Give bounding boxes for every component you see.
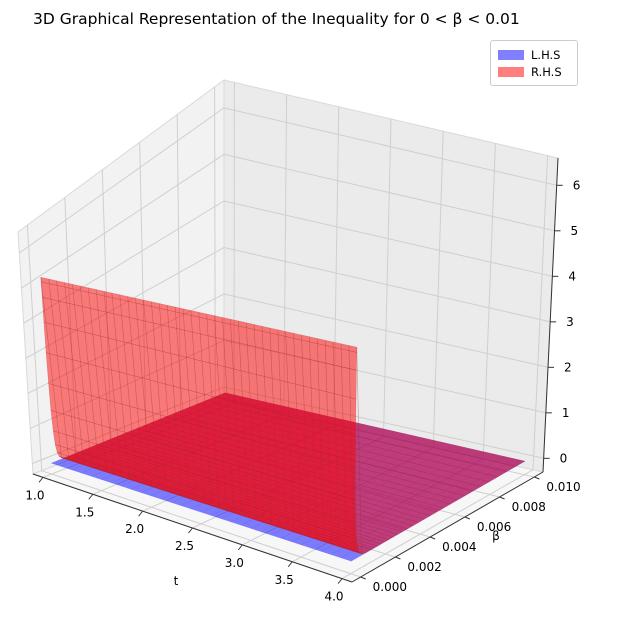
surface-rhs-mesh (103, 291, 122, 478)
x-tick (88, 493, 94, 500)
y-tick-label: 0.008 (512, 500, 546, 514)
y-tick-label: 0.002 (407, 560, 441, 574)
surface-rhs-patch (52, 430, 357, 540)
x-tick (38, 477, 44, 483)
surface-rhs-mesh (87, 287, 107, 473)
x-tick-label: 2.0 (125, 522, 144, 536)
y-axis-label: β (492, 529, 500, 543)
surface-rhs-patch (58, 456, 362, 555)
z-tick-label: 6 (573, 178, 581, 192)
x-axis-label: t (174, 574, 179, 588)
surface-rhs-mesh (190, 310, 205, 504)
y-tick (429, 536, 436, 540)
surface-rhs-mesh (324, 340, 332, 545)
y-tick (534, 476, 540, 480)
surface-rhs-mesh (135, 298, 152, 487)
surface-rhs-mesh (316, 338, 325, 542)
surface-rhs-mesh (214, 315, 227, 511)
z-tick-label: 2 (564, 360, 572, 374)
surface-rhs-mesh (48, 278, 70, 461)
surface-rhs-mesh (182, 308, 197, 502)
surface-rhs-mesh (277, 329, 287, 530)
surface-rhs-mesh (127, 296, 145, 485)
z-tick-label: 5 (571, 224, 579, 238)
surface-rhs-mesh (198, 312, 212, 506)
x-tick-label: 3.0 (225, 556, 244, 570)
surface-rhs-mesh (253, 324, 265, 523)
y-tick (464, 516, 471, 520)
surface-rhs-mesh (174, 306, 190, 499)
surface-rhs-mesh (309, 336, 317, 540)
x-tick-label: 1.0 (25, 488, 44, 502)
surface-rhs-patch (40, 281, 357, 371)
surface-rhs-mesh (332, 341, 340, 547)
legend-label-lhs: L.H.S (531, 48, 561, 62)
surface-rhs-mesh (348, 345, 355, 552)
surface-rhs-mesh (64, 282, 85, 466)
x-tick-label: 4.0 (324, 590, 343, 604)
surface-rhs-mesh (56, 280, 77, 463)
surface-rhs-mesh (222, 317, 235, 514)
surface-rhs-mesh (119, 294, 137, 482)
z-axis-line (542, 157, 559, 473)
grid-line-z (19, 107, 557, 254)
surface-rhs-mesh (206, 313, 220, 509)
surface-rhs-mesh (151, 301, 167, 492)
grid-line-y (26, 225, 361, 578)
x-tick (337, 578, 343, 584)
surface-rhs-patch (40, 276, 358, 353)
x-tick (287, 561, 293, 568)
surface-rhs-mesh (261, 326, 272, 526)
y-tick-label: 0.004 (442, 540, 476, 554)
surface-rhs-patch (48, 383, 356, 501)
surface-rhs-mesh (301, 334, 310, 538)
z-tick-label: 0 (560, 451, 568, 465)
x-tick-label: 3.5 (275, 573, 294, 587)
surface-rhs-mesh (230, 319, 242, 516)
y-tick-label: 0.006 (477, 520, 511, 534)
legend-swatch-rhs (498, 67, 524, 77)
z-tick-label: 1 (562, 406, 570, 420)
surface-rhs-mesh (340, 343, 347, 550)
legend: L.H.S R.H.S (490, 40, 578, 86)
legend-label-rhs: R.H.S (531, 65, 562, 79)
surface-rhs-mesh (40, 277, 62, 458)
y-tick (499, 496, 505, 500)
legend-item-rhs: R.H.S (498, 65, 562, 79)
y-tick-label: 0.000 (373, 580, 407, 594)
x-tick (237, 544, 243, 551)
grid-line-x (341, 155, 549, 580)
grid-line-z (23, 200, 553, 324)
y-tick (395, 556, 401, 560)
x-tick-label: 1.5 (75, 505, 94, 519)
surface-rhs-mesh (245, 322, 257, 521)
x-tick-label: 2.5 (175, 539, 194, 553)
surface-rhs-mesh (293, 333, 302, 535)
y-tick-label: 0.010 (546, 480, 580, 494)
surface-rhs-mesh (95, 289, 115, 475)
grid-line-z (21, 153, 555, 289)
surface-rhs-mesh (72, 284, 92, 468)
surface-rhs-mesh (356, 347, 362, 554)
surface-rhs-mesh (269, 327, 280, 528)
chart-title: 3D Graphical Representation of the Inequ… (33, 10, 520, 28)
legend-swatch-lhs (498, 50, 524, 60)
surface-rhs-mesh (80, 285, 100, 470)
y-tick (360, 576, 366, 580)
surface-rhs-mesh (143, 299, 160, 490)
x-tick (188, 527, 193, 534)
x-tick (138, 510, 144, 517)
surface-rhs-mesh (158, 303, 175, 494)
y-axis-line (351, 471, 544, 583)
surface-rhs-mesh (111, 292, 130, 480)
surface-rhs-mesh (285, 331, 295, 533)
legend-item-lhs: L.H.S (498, 48, 560, 62)
surface-rhs-mesh (237, 320, 250, 518)
z-tick-label: 4 (568, 269, 576, 283)
z-tick-label: 3 (566, 315, 574, 329)
surface-rhs-mesh (166, 305, 182, 497)
